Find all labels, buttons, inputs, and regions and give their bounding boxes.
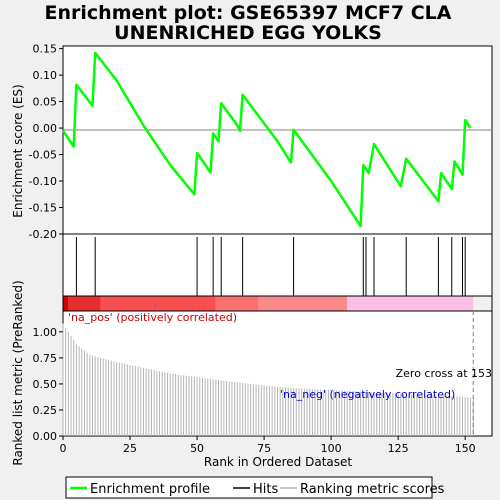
es-y-axis-label: Enrichment score (ES): [11, 84, 25, 217]
x-axis-label: Rank in Ordered Dataset: [204, 455, 352, 469]
ranking-color-bar: [63, 296, 474, 311]
chart-title-line-1: Enrichment plot: GSE65397 MCF7 CLA: [45, 2, 452, 24]
x-tick-label: 25: [123, 442, 137, 455]
metric-y-tick-label: 0.25: [33, 404, 58, 417]
x-tick-label: 50: [190, 442, 204, 455]
x-tick-label: 75: [257, 442, 271, 455]
pos-annotation: 'na_pos' (positively correlated): [68, 311, 237, 324]
legend-hits-label: Hits: [253, 482, 278, 497]
es-y-tick-label: 0.00: [33, 122, 58, 135]
chart-title-line-2: UNENRICHED EGG YOLKS: [114, 22, 382, 44]
legend-metric-label: Ranking metric scores: [300, 482, 445, 497]
metric-bars: [62, 323, 474, 436]
hit-markers: [75, 237, 466, 296]
color-bar-segment: [347, 296, 474, 311]
zero-cross-annotation: Zero cross at 153: [396, 367, 492, 380]
hits-panel: [62, 233, 493, 297]
metric-y-axis: 0.00 0.25 0.50 0.75 1.00: [33, 326, 63, 443]
x-tick-label: 100: [321, 442, 342, 455]
es-y-tick-label: 0.15: [33, 43, 58, 56]
es-y-tick-label: -0.20: [29, 228, 57, 241]
metric-y-tick-label: 0.00: [33, 430, 58, 443]
color-bar-segment: [63, 296, 69, 311]
es-y-tick-label: -0.05: [29, 149, 57, 162]
metric-x-axis: 0 25 50 75 100 125 150: [60, 436, 476, 455]
color-bar-segment: [100, 296, 216, 311]
color-bar-segment: [68, 296, 101, 311]
color-bar-segment: [258, 296, 348, 311]
metric-y-tick-label: 1.00: [33, 326, 58, 339]
es-curve: [61, 51, 472, 228]
legend-enrichment-label: Enrichment profile: [90, 482, 210, 497]
es-y-tick-label: -0.15: [29, 202, 57, 215]
x-tick-label: 150: [455, 442, 476, 455]
es-y-axis: 0.15 0.10 0.05 0.00 -0.05 -0.10 -0.15 -0.20: [29, 43, 63, 241]
color-bar-segment: [215, 296, 259, 311]
x-tick-label: 0: [60, 442, 67, 455]
metric-y-tick-label: 0.50: [33, 378, 58, 391]
es-y-tick-label: -0.10: [29, 175, 57, 188]
metric-y-tick-label: 0.75: [33, 352, 58, 365]
x-tick-label: 125: [388, 442, 409, 455]
es-y-tick-label: 0.05: [33, 96, 58, 109]
metric-y-axis-label: Ranked list metric (PreRanked): [11, 280, 25, 465]
es-y-tick-label: 0.10: [33, 69, 58, 82]
neg-annotation: 'na_neg' (negatively correlated): [280, 388, 455, 401]
